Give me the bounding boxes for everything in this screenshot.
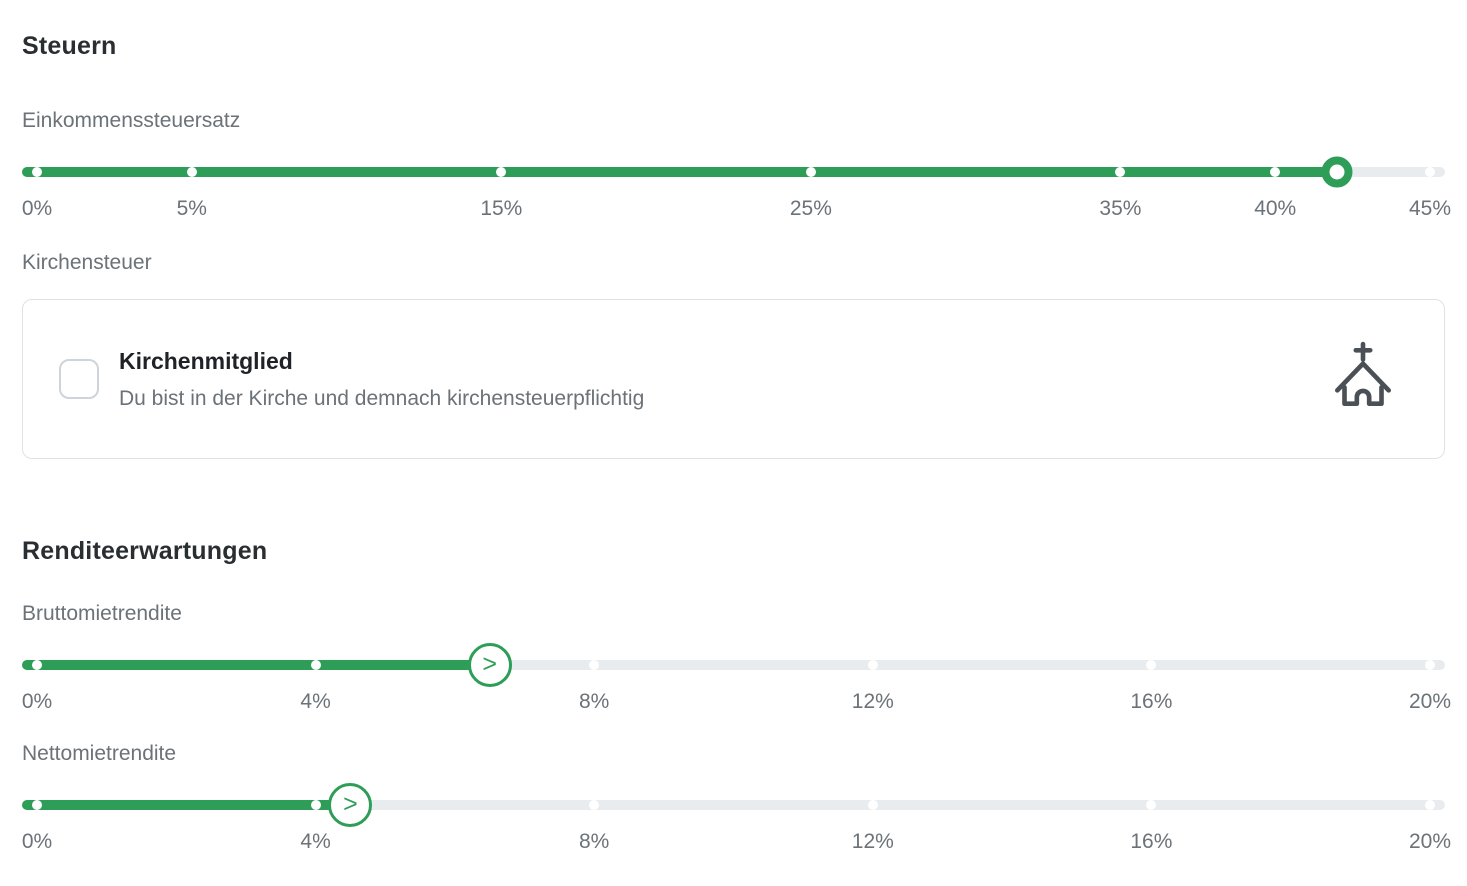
net-rental-yield-slider-track[interactable]: > [22, 783, 1445, 827]
net-rental-yield-field: Nettomietrendite > 0% 4% 8% 12% 16% 20% [21, 742, 1451, 856]
slider-tick-dot [1146, 800, 1157, 810]
church-tax-field: Kirchensteuer Kirchenmitglied Du bist in… [22, 251, 1445, 459]
slider-tick-dot [867, 800, 878, 810]
gross-rental-yield-field: Bruttomietrendite > 0% 4% 8% 12% 16% 20% [21, 602, 1451, 716]
slider-tick-dot [32, 800, 42, 810]
income-tax-slider-thumb[interactable] [1321, 156, 1353, 188]
net-rental-yield-slider-thumb[interactable]: > [328, 783, 373, 827]
slider-tick-label: 35% [1099, 197, 1142, 220]
slider-tick-dot [1270, 167, 1281, 177]
slider-tick-label: 45% [1408, 197, 1452, 220]
gross-rental-yield-slider-track[interactable]: > [22, 643, 1445, 687]
slider-fill [22, 660, 490, 670]
slider-tick-label: 5% [176, 197, 207, 220]
net-rental-yield-label: Nettomietrendite [22, 742, 177, 765]
slider-tick-label: 12% [851, 690, 894, 713]
slider-tick-dot [32, 660, 42, 670]
slider-tick-dot [32, 167, 42, 177]
slider-tick-labels: 0% 5% 15% 25% 35% 40% 45% [21, 197, 1451, 223]
slider-tick-label: 40% [1254, 197, 1297, 220]
section-title-steuern: Steuern [22, 32, 117, 60]
slider-tick-dot [867, 660, 878, 670]
slider-tick-label: 12% [851, 830, 894, 853]
slider-tick-dot [589, 660, 600, 670]
church-icon [1326, 340, 1400, 419]
slider-tick-dot [805, 167, 816, 177]
church-member-description: Du bist in der Kirche und demnach kirche… [119, 386, 645, 410]
net-rental-yield-slider[interactable]: > 0% 4% 8% 12% 16% 20% [21, 783, 1451, 856]
income-tax-slider[interactable]: 0% 5% 15% 25% 35% 40% 45% [21, 156, 1451, 223]
slider-tick-dot [1425, 800, 1435, 810]
slider-tick-dot [1115, 167, 1126, 177]
slider-tick-label: 4% [300, 690, 331, 713]
slider-tick-dot [496, 167, 507, 177]
slider-tick-label: 0% [21, 690, 53, 713]
gross-rental-yield-label: Bruttomietrendite [22, 602, 182, 625]
church-member-text: Kirchenmitglied Du bist in der Kirche un… [119, 348, 1326, 411]
slider-fill [22, 167, 1338, 177]
slider-tick-label: 0% [21, 197, 53, 220]
income-tax-field: Einkommenssteuersatz 0% 5% 15% 25% 35% 40% 45% [21, 109, 1451, 223]
section-title-renditeerwartungen: Renditeerwartungen [22, 537, 268, 565]
church-member-card[interactable]: Kirchenmitglied Du bist in der Kirche un… [22, 299, 1445, 459]
church-member-checkbox[interactable] [59, 359, 99, 399]
gross-rental-yield-slider[interactable]: > 0% 4% 8% 12% 16% 20% [21, 643, 1451, 716]
slider-tick-label: 16% [1130, 690, 1173, 713]
section-steuern: Steuern Einkommenssteuersatz 0% 5% 15% 25% 3… [21, 32, 1451, 459]
slider-tick-label: 20% [1408, 690, 1452, 713]
slider-tick-dot [186, 167, 197, 177]
slider-tick-labels: 0% 4% 8% 12% 16% 20% [21, 690, 1451, 716]
slider-tick-dot [1425, 167, 1435, 177]
slider-tick-dot [310, 660, 321, 670]
church-tax-label: Kirchensteuer [22, 251, 152, 274]
slider-tick-dot [589, 800, 600, 810]
slider-tick-dot [1146, 660, 1157, 670]
slider-tick-label: 20% [1408, 830, 1452, 853]
section-renditeerwartungen: Renditeerwartungen Bruttomietrendite > 0… [21, 537, 1451, 856]
slider-tick-dot [310, 800, 321, 810]
slider-tick-labels: 0% 4% 8% 12% 16% 20% [21, 830, 1451, 856]
income-tax-label: Einkommenssteuersatz [22, 109, 241, 132]
slider-fill [22, 800, 351, 810]
slider-tick-label: 8% [579, 690, 610, 713]
slider-tick-label: 16% [1130, 830, 1173, 853]
church-member-title: Kirchenmitglied [119, 347, 293, 374]
tax-and-yield-settings: Steuern Einkommenssteuersatz 0% 5% 15% 25% 3… [21, 32, 1451, 856]
income-tax-slider-track[interactable] [22, 156, 1445, 188]
slider-tick-label: 4% [300, 830, 331, 853]
slider-tick-label: 8% [579, 830, 610, 853]
gross-rental-yield-slider-thumb[interactable]: > [467, 643, 512, 687]
slider-tick-label: 25% [789, 197, 832, 220]
slider-tick-label: 0% [21, 830, 53, 853]
slider-tick-dot [1425, 660, 1435, 670]
slider-tick-label: 15% [480, 197, 523, 220]
